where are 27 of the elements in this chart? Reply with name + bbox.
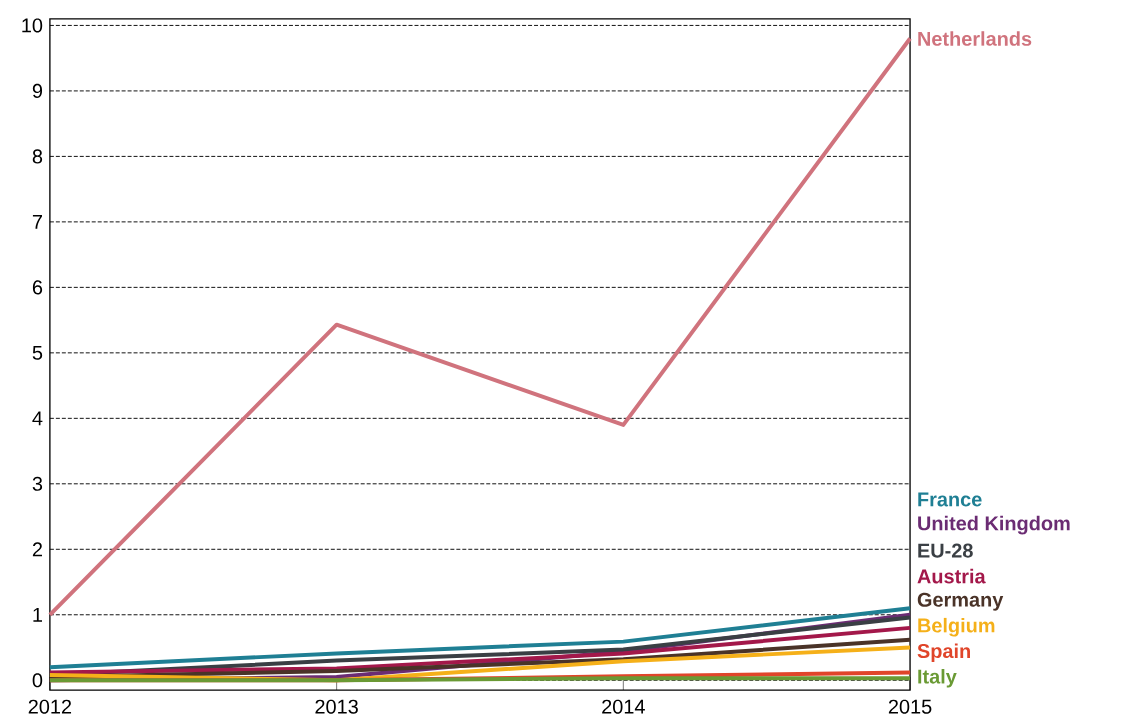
y-tick-label: 1 [33, 608, 43, 622]
y-tick-label: 4 [32, 411, 43, 426]
y-tick-label: 0 [32, 673, 43, 688]
x-tick-label: 2015 [888, 699, 932, 714]
series-label: Italy [918, 669, 957, 688]
series-label: Netherlands [918, 31, 1032, 47]
series-label: Belgium [918, 618, 995, 637]
x-tick-label: 2013 [315, 699, 358, 714]
line-series [47, 606, 913, 670]
series-label: Germany [917, 592, 1004, 611]
y-tick-label: 7 [32, 215, 42, 229]
y-tick-label: 8 [32, 149, 43, 164]
y-tick-label: 2 [32, 542, 42, 557]
y-tick-label: 6 [32, 280, 43, 295]
y-tick-label: 3 [32, 476, 43, 492]
text: United Kingdom [918, 515, 1070, 535]
y-tick-label: 5 [32, 346, 43, 360]
line-series [47, 36, 913, 617]
text: France [918, 492, 982, 507]
series-label: Spain [917, 643, 970, 663]
line-series [47, 626, 913, 675]
x-tick-label: 2012 [28, 699, 72, 714]
x-tick-label: 2014 [602, 699, 645, 714]
y-tick-label: 10 [22, 18, 43, 33]
text: Austria [917, 569, 986, 584]
text: EU-28 [918, 543, 973, 558]
y-tick-label: 9 [32, 84, 43, 99]
